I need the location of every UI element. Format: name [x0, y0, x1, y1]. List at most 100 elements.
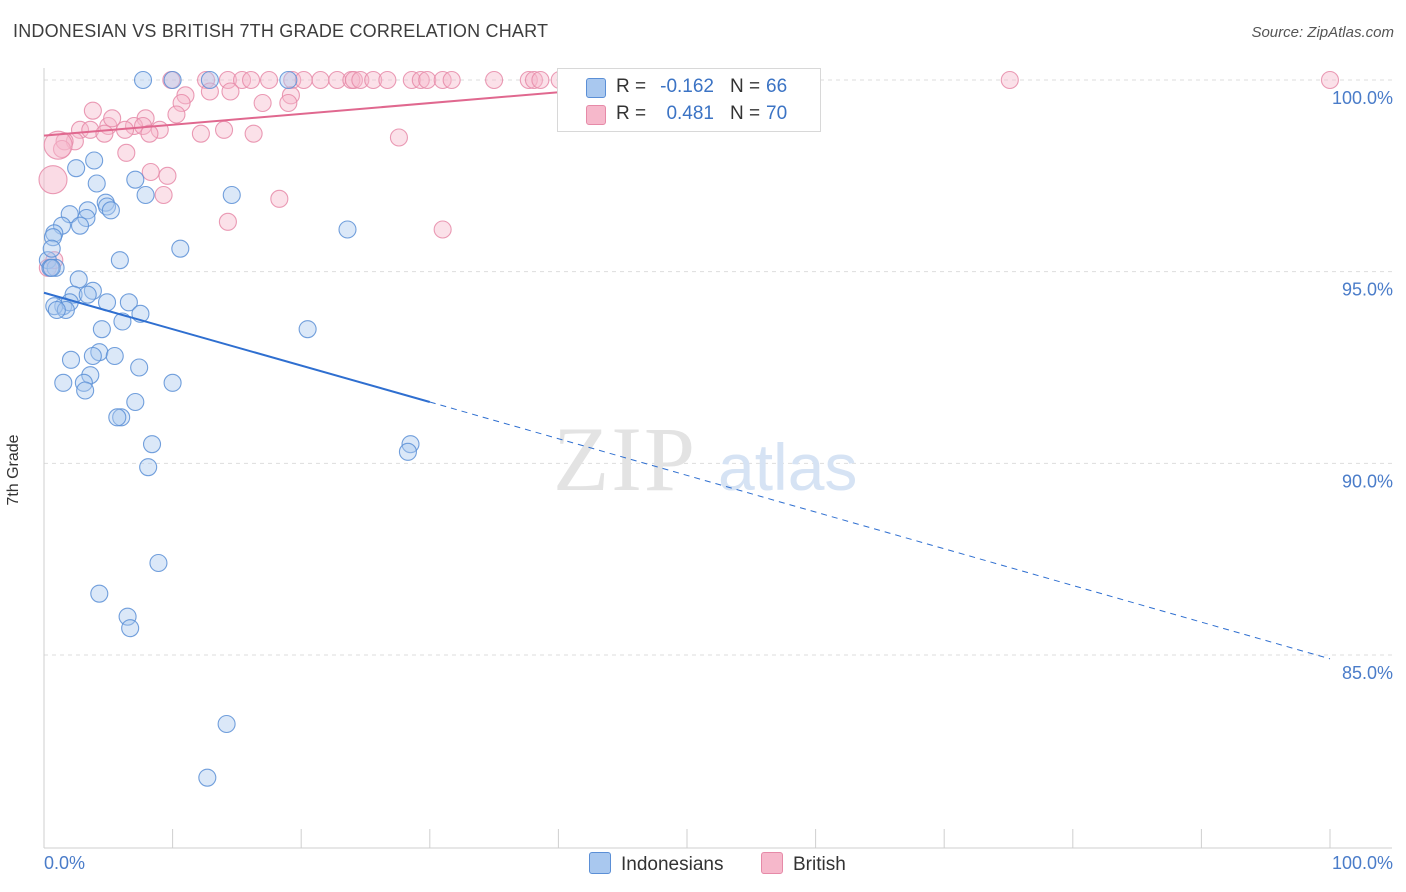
british-point-30[interactable]: [241, 70, 261, 90]
indonesian-point-64[interactable]: [42, 258, 61, 277]
british-point-37[interactable]: [279, 93, 298, 113]
correlation-legend: R = -0.162 N = 66 R = 0.481 N = 70: [557, 68, 821, 132]
indonesian-point-50[interactable]: [126, 392, 145, 412]
british-point-50[interactable]: [214, 120, 234, 139]
indonesian-point-55[interactable]: [398, 442, 417, 461]
indonesian-point-59[interactable]: [118, 607, 137, 626]
british-point-19[interactable]: [531, 70, 550, 90]
indonesian-point-10[interactable]: [78, 201, 97, 220]
british-point-52[interactable]: [191, 124, 210, 143]
legend-item-indonesians[interactable]: Indonesians: [589, 852, 723, 876]
british-point-26[interactable]: [1000, 70, 1019, 90]
british-point-59[interactable]: [141, 162, 160, 182]
watermark: ZIP atlas: [553, 408, 857, 510]
y-tick-label-0: 100.0%: [1332, 88, 1393, 108]
indonesian-point-44[interactable]: [130, 358, 149, 377]
legend-item-british[interactable]: British: [761, 852, 846, 876]
british-point-65[interactable]: [38, 165, 68, 195]
british-point-8[interactable]: [344, 70, 363, 90]
indonesian-point-22[interactable]: [110, 251, 129, 270]
indonesian-point-12[interactable]: [77, 208, 96, 228]
indonesian-point-42[interactable]: [105, 346, 124, 366]
indonesian-point-5[interactable]: [87, 174, 106, 193]
british-point-1[interactable]: [218, 70, 237, 90]
british-point-13[interactable]: [418, 70, 437, 90]
british-point-57[interactable]: [117, 143, 136, 162]
british-point-16[interactable]: [485, 70, 504, 90]
indonesian-point-53[interactable]: [142, 435, 162, 454]
british-point-49[interactable]: [95, 124, 114, 143]
indonesian-point-49[interactable]: [163, 373, 182, 392]
british-point-18[interactable]: [524, 70, 544, 90]
british-point-10[interactable]: [364, 70, 383, 90]
british-point-66[interactable]: [43, 130, 73, 160]
british-point-61[interactable]: [154, 185, 173, 205]
british-point-0[interactable]: [196, 70, 216, 90]
indonesian-point-65[interactable]: [47, 300, 66, 320]
british-point-27[interactable]: [1320, 70, 1340, 90]
indonesian-point-24[interactable]: [46, 258, 65, 277]
x-tick-labels: 0.0% 100.0%: [44, 853, 1393, 873]
british-point-45[interactable]: [70, 120, 90, 139]
british-point-62[interactable]: [270, 189, 289, 208]
british-point-64[interactable]: [433, 220, 452, 239]
indonesian-point-3[interactable]: [279, 70, 298, 90]
british-point-38[interactable]: [172, 93, 191, 113]
axes: [43, 68, 1392, 849]
indonesian-point-58[interactable]: [90, 584, 109, 603]
indonesian-point-43[interactable]: [61, 350, 81, 369]
indonesian-point-2[interactable]: [200, 70, 219, 90]
indonesian-point-16[interactable]: [43, 228, 63, 247]
indonesian-point-61[interactable]: [217, 714, 236, 734]
indonesian-trend-dashed: [429, 401, 1331, 660]
indonesian-point-41[interactable]: [83, 346, 102, 366]
indonesian-point-56[interactable]: [139, 458, 158, 477]
indonesian-point-4[interactable]: [85, 151, 104, 170]
british-point-3[interactable]: [259, 70, 279, 90]
british-point-69[interactable]: [103, 109, 122, 128]
british-point-53[interactable]: [140, 124, 159, 143]
indonesian-point-14[interactable]: [70, 216, 90, 235]
indonesian-point-9[interactable]: [101, 201, 120, 220]
british-point-60[interactable]: [158, 166, 177, 185]
indonesian-point-26[interactable]: [69, 270, 88, 289]
indonesian-point-63[interactable]: [42, 239, 61, 258]
indonesian-point-48[interactable]: [76, 381, 95, 400]
indonesian-point-17[interactable]: [126, 170, 145, 189]
indonesian-point-62[interactable]: [198, 768, 217, 787]
indonesian-point-18[interactable]: [136, 185, 155, 205]
british-point-15[interactable]: [442, 70, 461, 90]
indonesian-point-0[interactable]: [133, 70, 153, 90]
british-point-9[interactable]: [351, 70, 370, 90]
indonesian-point-60[interactable]: [121, 619, 140, 638]
indonesian-point-19[interactable]: [222, 185, 241, 205]
british-point-5[interactable]: [311, 70, 330, 90]
british-point-63[interactable]: [218, 212, 237, 231]
indonesian-point-57[interactable]: [149, 553, 168, 573]
legend-r-value: -0.162: [660, 76, 714, 97]
british-point-29[interactable]: [378, 70, 397, 90]
british-point-41[interactable]: [167, 105, 186, 124]
british-point-36[interactable]: [253, 93, 272, 113]
british-point-12[interactable]: [411, 70, 430, 90]
indonesian-point-1[interactable]: [163, 70, 182, 90]
british-point-54[interactable]: [389, 128, 408, 147]
indonesian-point-46[interactable]: [54, 373, 73, 392]
british-point-34[interactable]: [221, 82, 240, 101]
indonesian-points: [38, 70, 420, 787]
british-point-28[interactable]: [294, 70, 313, 90]
indonesian-point-39[interactable]: [298, 320, 317, 339]
indonesian-point-21[interactable]: [171, 239, 190, 258]
indonesian-point-29[interactable]: [78, 285, 97, 304]
indonesian-point-33[interactable]: [119, 293, 138, 312]
indonesian-point-37[interactable]: [113, 312, 132, 331]
indonesian-point-47[interactable]: [74, 373, 93, 392]
indonesian-point-6[interactable]: [67, 159, 86, 178]
british-point-47[interactable]: [81, 120, 100, 139]
british-point-51[interactable]: [244, 124, 263, 143]
indonesian-point-51[interactable]: [112, 408, 131, 427]
indonesian-point-38[interactable]: [92, 320, 111, 339]
indonesian-point-52[interactable]: [108, 408, 127, 427]
indonesian-point-20[interactable]: [338, 220, 357, 239]
british-point-39[interactable]: [83, 101, 102, 120]
